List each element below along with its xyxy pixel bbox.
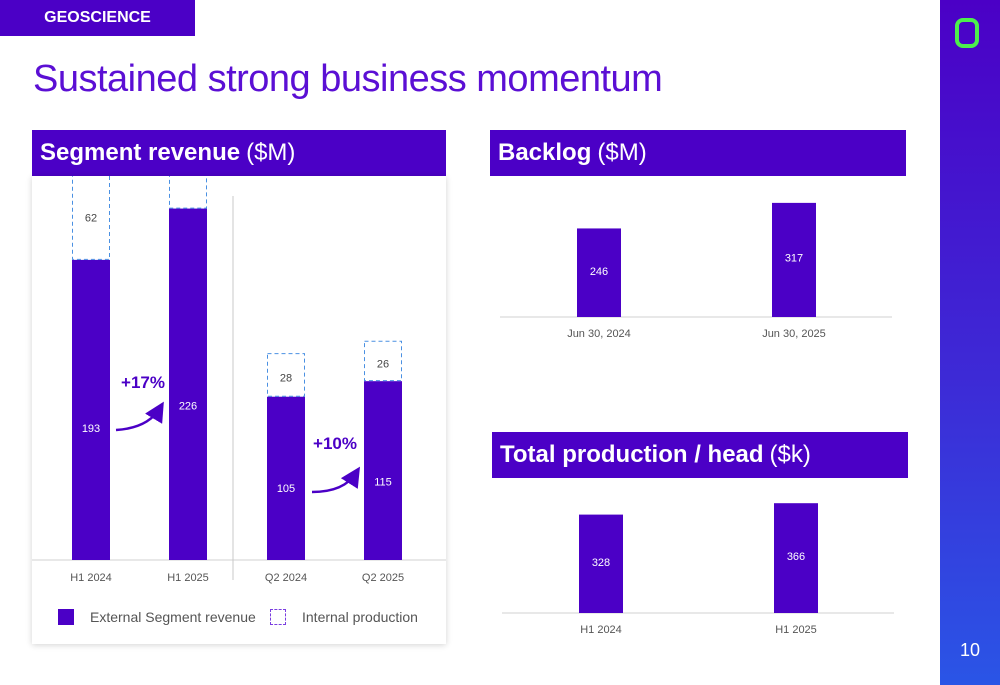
backlog-chart: 246 Jun 30, 2024 317 Jun 30, 2025 — [500, 202, 892, 340]
section-tag: GEOSCIENCE — [0, 0, 195, 36]
data-label: 246 — [590, 266, 608, 278]
data-label-external: 193 — [82, 423, 100, 435]
x-tick-label: Jun 30, 2025 — [762, 328, 826, 340]
backlog-header: Backlog ($M) — [490, 130, 906, 176]
right-band: 10 — [940, 0, 1000, 685]
backlog-unit: ($M) — [597, 139, 647, 166]
segment-title: Segment revenue — [40, 139, 241, 166]
growth-arrow — [311, 466, 361, 494]
bar — [772, 202, 816, 317]
data-label: 328 — [592, 557, 610, 569]
backlog-title: Backlog — [498, 139, 592, 166]
growth-arrow — [115, 401, 164, 432]
x-tick-label: H1 2024 — [70, 572, 112, 584]
legend-external: External Segment revenue — [58, 609, 256, 625]
bar — [579, 514, 623, 613]
x-tick-label: Q2 2024 — [265, 572, 307, 584]
x-tick-label: Q2 2025 — [362, 572, 404, 584]
bar-external — [169, 208, 207, 560]
production-header: Total production / head ($k) — [492, 432, 908, 478]
data-label-external: 105 — [277, 483, 295, 495]
growth-label: +17% — [121, 373, 165, 392]
x-tick-label: Jun 30, 2024 — [567, 328, 631, 340]
slide-title: Sustained strong business momentum — [33, 58, 663, 100]
data-label-external: 115 — [374, 476, 392, 488]
bar-internal — [169, 116, 207, 209]
production-chart: 328 H1 2024 366 H1 2025 — [502, 503, 894, 636]
legend-internal-swatch — [270, 609, 286, 625]
logo-icon — [955, 18, 979, 48]
bar-internal — [364, 340, 402, 382]
x-tick-label: H1 2024 — [580, 624, 622, 636]
data-label-internal: 62 — [85, 212, 97, 224]
production-unit: ($k) — [769, 441, 811, 468]
legend-external-label: External Segment revenue — [90, 609, 256, 625]
segment-revenue-header: Segment revenue ($M) — [32, 130, 446, 176]
bar — [774, 503, 818, 613]
segment-unit: ($M) — [246, 139, 296, 166]
data-label-internal: 26 — [377, 358, 389, 370]
data-label: 366 — [787, 551, 805, 563]
data-label-internal: 28 — [280, 373, 292, 385]
bar — [577, 228, 621, 317]
production-title: Total production / head — [500, 441, 764, 468]
bar-internal — [267, 353, 305, 397]
page-number: 10 — [959, 640, 981, 660]
data-label-external: 226 — [179, 400, 197, 412]
legend-internal: Internal production — [270, 609, 418, 625]
growth-label: +10% — [313, 434, 357, 453]
bar-external — [364, 381, 402, 560]
legend-external-swatch — [58, 609, 74, 625]
data-label: 317 — [785, 253, 803, 265]
bar-external — [72, 259, 110, 560]
bar-external — [267, 396, 305, 560]
legend-internal-label: Internal production — [302, 609, 418, 625]
x-tick-label: H1 2025 — [167, 572, 209, 584]
bar-internal — [72, 163, 110, 260]
x-tick-label: H1 2025 — [775, 624, 817, 636]
